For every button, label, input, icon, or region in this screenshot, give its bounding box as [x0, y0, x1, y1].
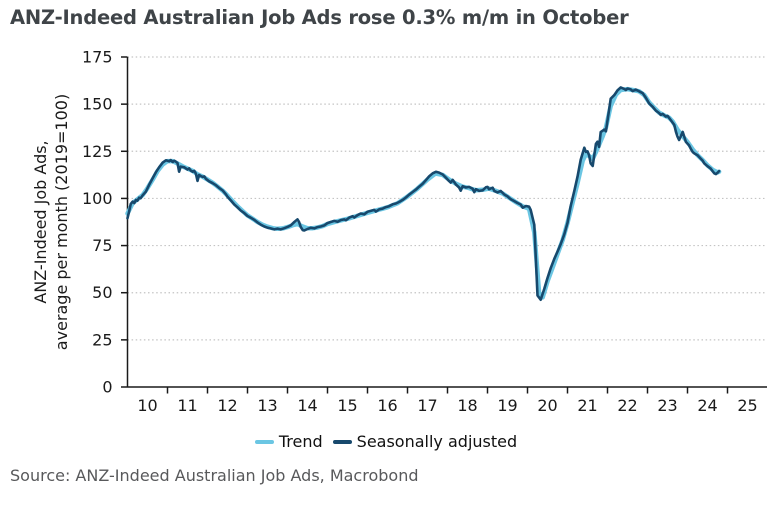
legend-label-seasonally-adjusted: Seasonally adjusted: [356, 432, 518, 451]
x-tick-label: 10: [137, 396, 157, 415]
x-tick-label: 21: [577, 396, 597, 415]
x-tick-label: 24: [697, 396, 717, 415]
series-line-seasonally-adjusted: [126, 86, 721, 302]
x-tick-label: 16: [377, 396, 397, 415]
x-tick-label: 11: [177, 396, 197, 415]
y-tick-label: 150: [82, 95, 113, 114]
page-title: ANZ-Indeed Australian Job Ads rose 0.3% …: [10, 6, 629, 29]
y-tick-label: 50: [92, 283, 112, 302]
x-tick-label: 22: [617, 396, 637, 415]
x-tick-label: 19: [497, 396, 517, 415]
y-tick-label: 125: [82, 142, 113, 161]
trend-line-swatch: [254, 439, 274, 445]
y-tick-label: 100: [82, 189, 113, 208]
legend-item-seasonally-adjusted: Seasonally adjusted: [332, 432, 518, 451]
x-tick-label: 25: [737, 396, 757, 415]
legend-item-trend: Trend: [254, 432, 323, 451]
legend-label-trend: Trend: [278, 432, 323, 451]
x-tick-label: 13: [257, 396, 277, 415]
y-tick-label: 75: [92, 236, 112, 255]
y-tick-label: 0: [102, 378, 112, 397]
seasonally-adjusted-line-swatch: [332, 439, 352, 445]
source-attribution: Source: ANZ-Indeed Australian Job Ads, M…: [10, 466, 419, 485]
y-tick-label: 25: [92, 330, 112, 349]
y-axis-title-line: ANZ-Indeed Job Ads,: [31, 140, 50, 303]
series-line-trend: [125, 86, 722, 300]
x-tick-label: 17: [417, 396, 437, 415]
x-tick-label: 12: [217, 396, 237, 415]
x-tick-label: 18: [457, 396, 477, 415]
x-tick-label: 14: [297, 396, 317, 415]
chart-legend: Trend Seasonally adjusted: [0, 430, 772, 454]
y-axis-title-line: average per month (2019=100): [52, 94, 71, 350]
x-tick-label: 15: [337, 396, 357, 415]
x-tick-label: 23: [657, 396, 677, 415]
chart-svg: 0 25 50 75 100 125 150 175 10 11 12 13 14 15 16 17 18 19 2…: [31, 48, 767, 415]
x-tick-label: 20: [537, 396, 557, 415]
y-tick-label: 175: [82, 48, 113, 67]
